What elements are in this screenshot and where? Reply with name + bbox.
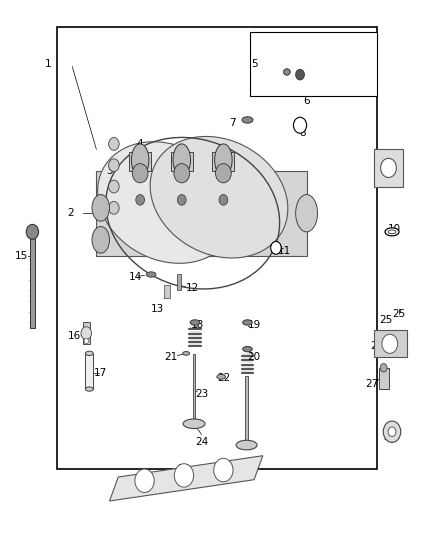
Circle shape bbox=[219, 195, 228, 205]
Bar bbox=[193, 354, 195, 421]
Circle shape bbox=[271, 241, 281, 254]
Text: 9: 9 bbox=[386, 171, 393, 181]
Ellipse shape bbox=[85, 351, 93, 356]
Text: 7: 7 bbox=[229, 118, 236, 127]
Ellipse shape bbox=[242, 117, 253, 123]
Ellipse shape bbox=[98, 142, 235, 263]
Ellipse shape bbox=[173, 144, 191, 176]
Bar bbox=[129, 152, 151, 171]
Circle shape bbox=[174, 464, 194, 487]
Polygon shape bbox=[374, 330, 407, 357]
Circle shape bbox=[381, 158, 396, 177]
Bar bbox=[30, 235, 35, 328]
Text: 5: 5 bbox=[251, 59, 258, 69]
Ellipse shape bbox=[85, 387, 93, 391]
Ellipse shape bbox=[236, 440, 257, 450]
Text: 21: 21 bbox=[164, 352, 177, 362]
Ellipse shape bbox=[296, 195, 318, 232]
Circle shape bbox=[382, 334, 398, 353]
Circle shape bbox=[109, 201, 119, 214]
Ellipse shape bbox=[217, 374, 226, 379]
Ellipse shape bbox=[215, 144, 232, 176]
Bar bbox=[83, 322, 90, 344]
Circle shape bbox=[388, 427, 396, 437]
Bar bbox=[57, 27, 377, 469]
Polygon shape bbox=[110, 456, 263, 501]
Circle shape bbox=[214, 458, 233, 482]
Circle shape bbox=[380, 364, 387, 372]
Text: 16: 16 bbox=[68, 331, 81, 341]
Text: 3: 3 bbox=[106, 166, 113, 175]
Ellipse shape bbox=[183, 352, 190, 355]
Circle shape bbox=[132, 164, 148, 183]
Text: 17: 17 bbox=[94, 368, 107, 378]
Ellipse shape bbox=[283, 69, 290, 75]
Text: 27: 27 bbox=[366, 379, 379, 389]
Text: 18: 18 bbox=[191, 320, 204, 330]
Text: 4: 4 bbox=[137, 139, 144, 149]
Text: 24: 24 bbox=[195, 438, 208, 447]
Text: 13: 13 bbox=[151, 304, 164, 314]
Text: 11: 11 bbox=[278, 246, 291, 255]
Text: 28: 28 bbox=[383, 432, 396, 442]
Ellipse shape bbox=[92, 227, 110, 253]
Text: 25: 25 bbox=[379, 315, 392, 325]
Circle shape bbox=[135, 469, 154, 492]
Text: 1: 1 bbox=[45, 59, 52, 69]
Bar bbox=[171, 152, 193, 171]
Circle shape bbox=[109, 159, 119, 172]
Text: 15: 15 bbox=[15, 251, 28, 261]
Text: 29: 29 bbox=[177, 464, 191, 474]
Ellipse shape bbox=[146, 272, 156, 277]
Bar bbox=[177, 274, 181, 290]
Circle shape bbox=[81, 327, 92, 340]
Text: 14: 14 bbox=[129, 272, 142, 282]
Text: 26: 26 bbox=[370, 342, 383, 351]
Ellipse shape bbox=[92, 195, 110, 221]
Bar bbox=[164, 285, 170, 298]
Text: 22: 22 bbox=[217, 374, 230, 383]
Polygon shape bbox=[96, 171, 307, 256]
Circle shape bbox=[215, 164, 231, 183]
Bar bbox=[250, 32, 377, 96]
Circle shape bbox=[109, 138, 119, 150]
Circle shape bbox=[177, 195, 186, 205]
Bar bbox=[245, 376, 248, 442]
Ellipse shape bbox=[243, 320, 252, 325]
Circle shape bbox=[109, 180, 119, 193]
Text: 25: 25 bbox=[392, 310, 405, 319]
Bar bbox=[374, 149, 403, 187]
Text: 23: 23 bbox=[195, 390, 208, 399]
Circle shape bbox=[296, 69, 304, 80]
Circle shape bbox=[383, 421, 401, 442]
Circle shape bbox=[84, 338, 88, 344]
Ellipse shape bbox=[150, 136, 288, 258]
Circle shape bbox=[26, 224, 39, 239]
Ellipse shape bbox=[388, 230, 396, 233]
Ellipse shape bbox=[131, 144, 149, 176]
Ellipse shape bbox=[183, 419, 205, 429]
Circle shape bbox=[136, 195, 145, 205]
Text: 19: 19 bbox=[247, 320, 261, 330]
Text: 2: 2 bbox=[67, 208, 74, 218]
Bar bbox=[212, 152, 234, 171]
Bar bbox=[379, 368, 389, 389]
Circle shape bbox=[293, 117, 307, 133]
Text: 12: 12 bbox=[186, 283, 199, 293]
Circle shape bbox=[174, 164, 190, 183]
Text: 8: 8 bbox=[299, 128, 306, 138]
Text: 10: 10 bbox=[388, 224, 401, 234]
Ellipse shape bbox=[385, 228, 399, 236]
Ellipse shape bbox=[243, 346, 252, 352]
Text: 20: 20 bbox=[247, 352, 261, 362]
Bar bbox=[85, 354, 93, 389]
Text: 6: 6 bbox=[303, 96, 310, 106]
Ellipse shape bbox=[190, 320, 200, 325]
